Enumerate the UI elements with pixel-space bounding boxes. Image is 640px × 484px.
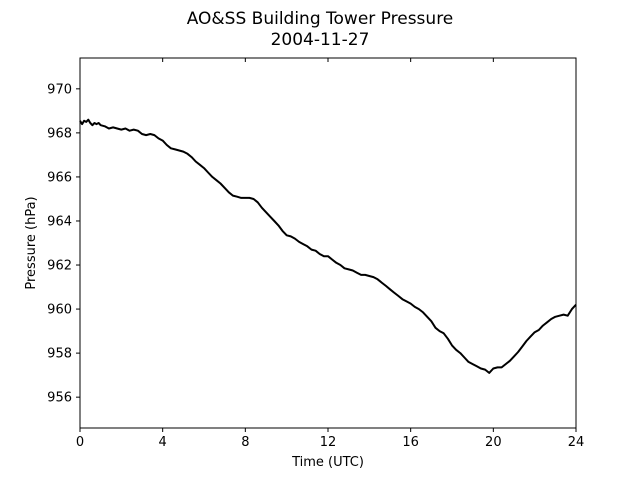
plot-frame xyxy=(79,57,577,429)
x-tick-label: 4 xyxy=(159,435,167,450)
x-tick-label: 20 xyxy=(485,435,502,450)
y-tick-label: 968 xyxy=(47,126,72,141)
y-axis-label: Pressure (hPa) xyxy=(24,196,39,289)
x-tick-label: 16 xyxy=(402,435,419,450)
axis-ticks: 0 4 8 12 16 20 24 956 958 960 962 964 966 968 970 xyxy=(47,58,584,450)
y-tick-label: 960 xyxy=(47,303,72,318)
y-tick-label: 970 xyxy=(47,82,72,97)
x-tick-label: 8 xyxy=(241,435,249,450)
x-tick-label: 12 xyxy=(320,435,337,450)
chart-subtitle: 2004-11-27 xyxy=(271,30,370,50)
x-tick-label: 24 xyxy=(568,435,585,450)
chart-title: AO&SS Building Tower Pressure xyxy=(187,9,454,29)
y-tick-label: 962 xyxy=(47,259,72,274)
series-layer xyxy=(79,118,577,374)
y-tick-label: 958 xyxy=(47,347,72,362)
y-tick-label: 956 xyxy=(47,391,72,406)
y-tick-label: 964 xyxy=(47,214,72,229)
y-tick-label: 966 xyxy=(47,170,72,185)
x-axis-label: Time (UTC) xyxy=(291,455,364,470)
x-tick-label: 0 xyxy=(76,435,84,450)
pressure-series-line xyxy=(79,118,577,374)
